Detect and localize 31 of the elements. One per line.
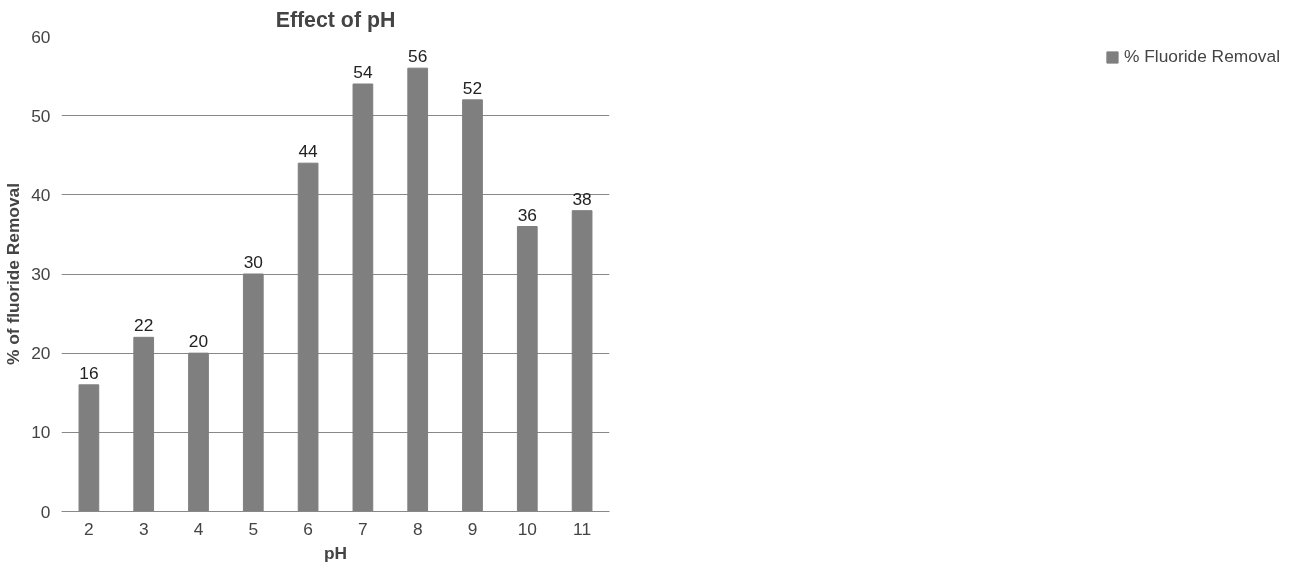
data-label: 56 xyxy=(408,46,428,67)
data-label: 52 xyxy=(462,77,483,98)
data-label: 20 xyxy=(188,331,209,352)
data-label: 54 xyxy=(353,62,373,82)
x-tick-label: 6 xyxy=(303,518,313,539)
y-tick-label: 50 xyxy=(31,105,51,126)
x-tick-label: 11 xyxy=(573,518,592,539)
y-tick-label: 60 xyxy=(31,26,51,47)
legend-label: % Fluoride Removal xyxy=(1123,46,1280,67)
chart-title: Effect of pH xyxy=(275,7,396,32)
x-tick-label: 4 xyxy=(193,518,204,539)
y-axis-title: % of fluoride Removal xyxy=(3,183,24,365)
x-axis-title: pH xyxy=(323,542,348,563)
x-tick-label: 7 xyxy=(358,518,368,539)
y-tick-label: 30 xyxy=(31,264,51,284)
data-label: 44 xyxy=(298,141,319,162)
data-label: 36 xyxy=(517,204,537,225)
y-tick-label: 0 xyxy=(40,501,51,522)
data-label: 38 xyxy=(572,188,592,209)
x-tick-label: 9 xyxy=(467,518,478,539)
x-tick-label: 3 xyxy=(138,518,149,539)
x-tick-label: 5 xyxy=(248,518,259,539)
y-tick-label: 10 xyxy=(31,422,51,443)
y-tick-label: 20 xyxy=(31,343,51,364)
data-label: 16 xyxy=(79,362,99,383)
x-tick-label: 8 xyxy=(412,518,423,539)
x-tick-label: 2 xyxy=(84,518,94,539)
data-label: 30 xyxy=(243,252,263,272)
y-tick-label: 40 xyxy=(31,184,51,205)
data-label: 22 xyxy=(134,315,154,336)
x-tick-label: 10 xyxy=(517,518,537,539)
